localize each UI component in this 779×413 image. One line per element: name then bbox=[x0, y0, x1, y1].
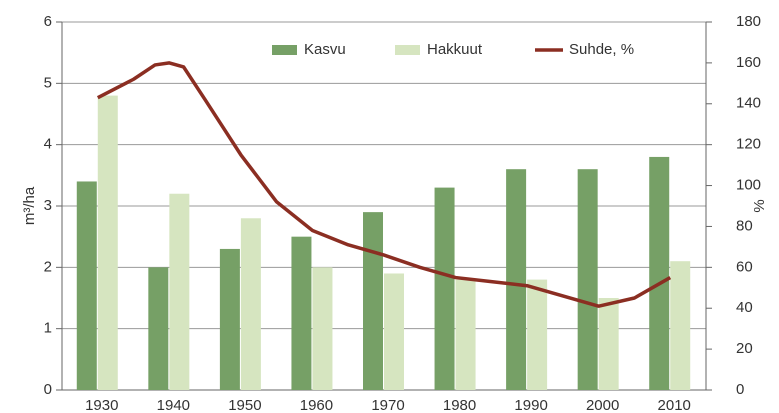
bar bbox=[670, 261, 691, 390]
x-tick-label: 2010 bbox=[658, 397, 691, 413]
legend-label: Kasvu bbox=[304, 41, 346, 58]
bar bbox=[291, 236, 312, 390]
x-tick-label: 1930 bbox=[85, 397, 118, 413]
y-tick-label: 0 bbox=[44, 381, 52, 398]
bar bbox=[76, 181, 97, 390]
y-tick-label: 2 bbox=[44, 258, 52, 275]
y2-tick-label: 100 bbox=[736, 177, 761, 194]
bar bbox=[577, 169, 598, 390]
y-tick-label: 3 bbox=[44, 197, 52, 214]
y2-tick-label: 40 bbox=[736, 299, 753, 316]
y-tick-label: 5 bbox=[44, 74, 52, 91]
bar bbox=[506, 169, 527, 390]
y2-tick-label: 80 bbox=[736, 217, 753, 234]
y-tick-label: 1 bbox=[44, 320, 52, 337]
y2-tick-label: 0 bbox=[736, 381, 744, 398]
x-tick-label: 1960 bbox=[300, 397, 333, 413]
bar bbox=[148, 267, 169, 390]
bar bbox=[169, 193, 190, 390]
bar bbox=[455, 279, 476, 390]
bar bbox=[97, 95, 118, 390]
x-tick-label: 2000 bbox=[586, 397, 619, 413]
y2-tick-label: 180 bbox=[736, 13, 761, 30]
line bbox=[96, 61, 672, 308]
y2-axis-label: % bbox=[751, 199, 768, 212]
bar bbox=[649, 156, 670, 390]
bar bbox=[312, 267, 333, 390]
x-tick-label: 1980 bbox=[443, 397, 476, 413]
bar bbox=[240, 218, 261, 390]
y-tick-label: 6 bbox=[44, 13, 52, 30]
bar bbox=[219, 248, 240, 390]
legend-swatch bbox=[395, 45, 420, 55]
y2-tick-label: 160 bbox=[736, 54, 761, 71]
legend-label: Hakkuut bbox=[427, 41, 483, 58]
legend-swatch bbox=[272, 45, 297, 55]
x-tick-label: 1950 bbox=[228, 397, 261, 413]
x-tick-label: 1990 bbox=[514, 397, 547, 413]
bar bbox=[598, 298, 619, 390]
bar bbox=[527, 279, 548, 390]
y2-tick-label: 140 bbox=[736, 95, 761, 112]
y2-tick-label: 120 bbox=[736, 136, 761, 153]
bar bbox=[384, 273, 404, 390]
bar bbox=[363, 212, 383, 390]
y2-tick-label: 20 bbox=[736, 340, 753, 357]
y-tick-label: 4 bbox=[44, 136, 52, 153]
y-axis-label: m³/ha bbox=[21, 186, 38, 225]
x-tick-label: 1940 bbox=[157, 397, 190, 413]
x-tick-label: 1970 bbox=[371, 397, 404, 413]
y2-tick-label: 60 bbox=[736, 258, 753, 275]
legend-label: Suhde, % bbox=[569, 41, 634, 58]
bar bbox=[434, 187, 455, 390]
